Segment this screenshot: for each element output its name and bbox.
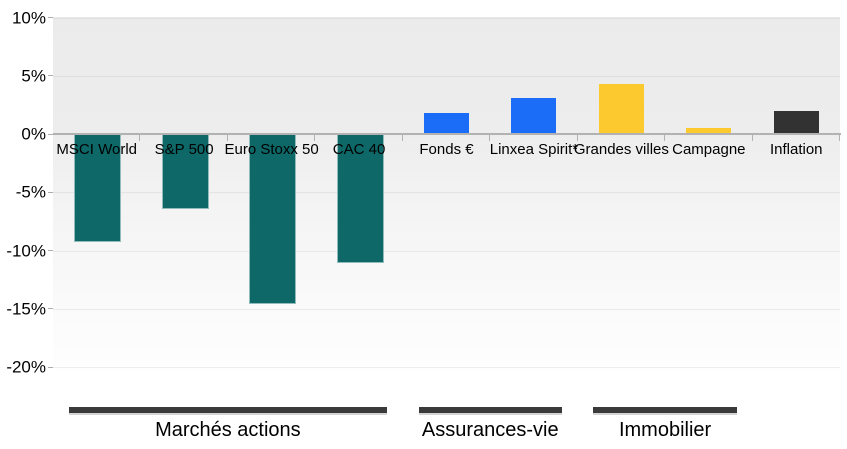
category-boundary-tick [576,134,578,141]
gridline [53,192,840,194]
y-tick-mark [48,308,53,310]
bar-grandes-villes [598,84,644,133]
bar-euro-stoxx-50 [249,135,297,305]
category-boundary-tick [751,134,753,141]
gridline [53,250,840,252]
y-tick-mark [48,133,53,135]
y-tick-label: 0% [21,124,46,144]
y-tick-mark [48,191,53,193]
x-axis-line [53,133,841,135]
category-label-cac-40: CAC 40 [332,141,386,158]
category-label-msci-world: MSCI World [56,141,137,158]
category-boundary-tick [314,134,316,141]
group-underline-march-s-actions [68,407,388,415]
category-label-euro-stoxx-50: Euro Stoxx 50 [224,141,319,158]
y-tick-label: -15% [6,299,46,319]
gridline [53,367,840,368]
category-boundary-tick [489,134,491,141]
y-tick-label: 5% [21,66,46,86]
y-tick-mark [48,250,53,251]
category-boundary-tick [401,134,403,141]
y-tick-label: -5% [15,182,46,202]
category-label-fonds: Fonds € [419,141,474,158]
y-tick-mark [48,366,53,368]
category-label-campagne: Campagne [672,141,746,158]
category-label-inflation: Inflation [769,141,823,158]
bar-linxea-spirit [511,98,557,133]
category-label-linxea-spirit: Linxea Spirit* [489,141,579,158]
y-tick-label: -10% [6,241,46,260]
bar-campagne [686,128,732,133]
group-underline-assurances-vie [418,407,562,415]
group-label-assurances-vie: Assurances-vie [421,419,559,441]
bar-msci-world [74,135,122,243]
gridline [53,308,840,310]
gridline [53,17,840,19]
group-underline-immobilier [593,407,737,415]
bar-cac-40 [336,135,384,264]
group-label-immobilier: Immobilier [618,419,712,441]
gridline [53,75,840,77]
bar-fonds [424,113,469,133]
category-label-grandes-villes: Grandes villes [573,141,669,158]
y-tick-mark [48,75,53,77]
bar-inflation [773,110,819,133]
category-label-s-p-500: S&P 500 [154,141,214,158]
category-boundary-tick [839,134,840,141]
category-boundary-tick [139,134,141,141]
bar-s-p-500 [161,135,209,209]
group-label-march-s-actions: Marchés actions [155,419,301,441]
y-tick-mark [48,17,53,18]
category-boundary-tick [226,134,228,141]
category-boundary-tick [664,134,666,141]
y-tick-label: 10% [11,8,46,27]
y-tick-label: -20% [6,357,46,377]
